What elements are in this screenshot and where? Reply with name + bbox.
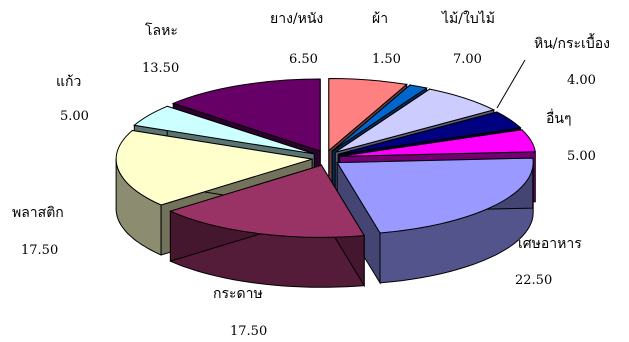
pie-slice-5 <box>336 157 534 285</box>
category-label-cloth: ผ้า <box>372 11 389 27</box>
value-label-paper: 17.50 <box>230 324 268 339</box>
pie-slice-6 <box>168 163 366 288</box>
value-label-food-waste: 22.50 <box>515 273 553 288</box>
pie-slice-top-7 <box>115 129 313 206</box>
category-label-metal: โลหะ <box>145 23 178 39</box>
value-label-glass: 5.00 <box>60 109 89 124</box>
category-label-wood-leaves: ไม้/ใบไม้ <box>442 11 495 27</box>
category-label-rubber-leather: ยาง/หนัง <box>270 11 324 27</box>
category-label-paper: กระดาษ <box>213 286 263 302</box>
leader-line-stone-tile <box>496 59 526 109</box>
value-label-stone-tile: 4.00 <box>567 73 596 88</box>
value-label-plastic: 17.50 <box>21 243 59 258</box>
pie-slice-top-5 <box>336 157 534 234</box>
pie-slice-top-2 <box>334 88 496 153</box>
pie-slice-top-9 <box>171 78 321 152</box>
value-label-rubber-leather: 6.50 <box>289 52 318 67</box>
value-label-cloth: 1.50 <box>372 52 401 67</box>
category-label-food-waste: เศษอาหาร <box>518 236 582 252</box>
pie-slice-top-0 <box>328 77 408 152</box>
value-label-metal: 13.50 <box>142 61 180 76</box>
value-label-wood-leaves: 7.00 <box>453 52 482 67</box>
category-label-plastic: พลาสติก <box>12 205 64 221</box>
pie-slice-top-6 <box>168 164 366 238</box>
pie-slice-top-3 <box>338 111 522 155</box>
category-label-glass: แก้ว <box>56 74 82 90</box>
category-label-other: อื่นๆ <box>546 111 572 127</box>
value-label-other: 5.00 <box>567 149 596 164</box>
category-label-stone-tile: หิน/กระเบื้อง <box>534 36 610 52</box>
pie-slice-top-8 <box>133 105 315 155</box>
pie-slice-top-4 <box>339 129 536 157</box>
pie-slice-top-1 <box>331 84 428 152</box>
